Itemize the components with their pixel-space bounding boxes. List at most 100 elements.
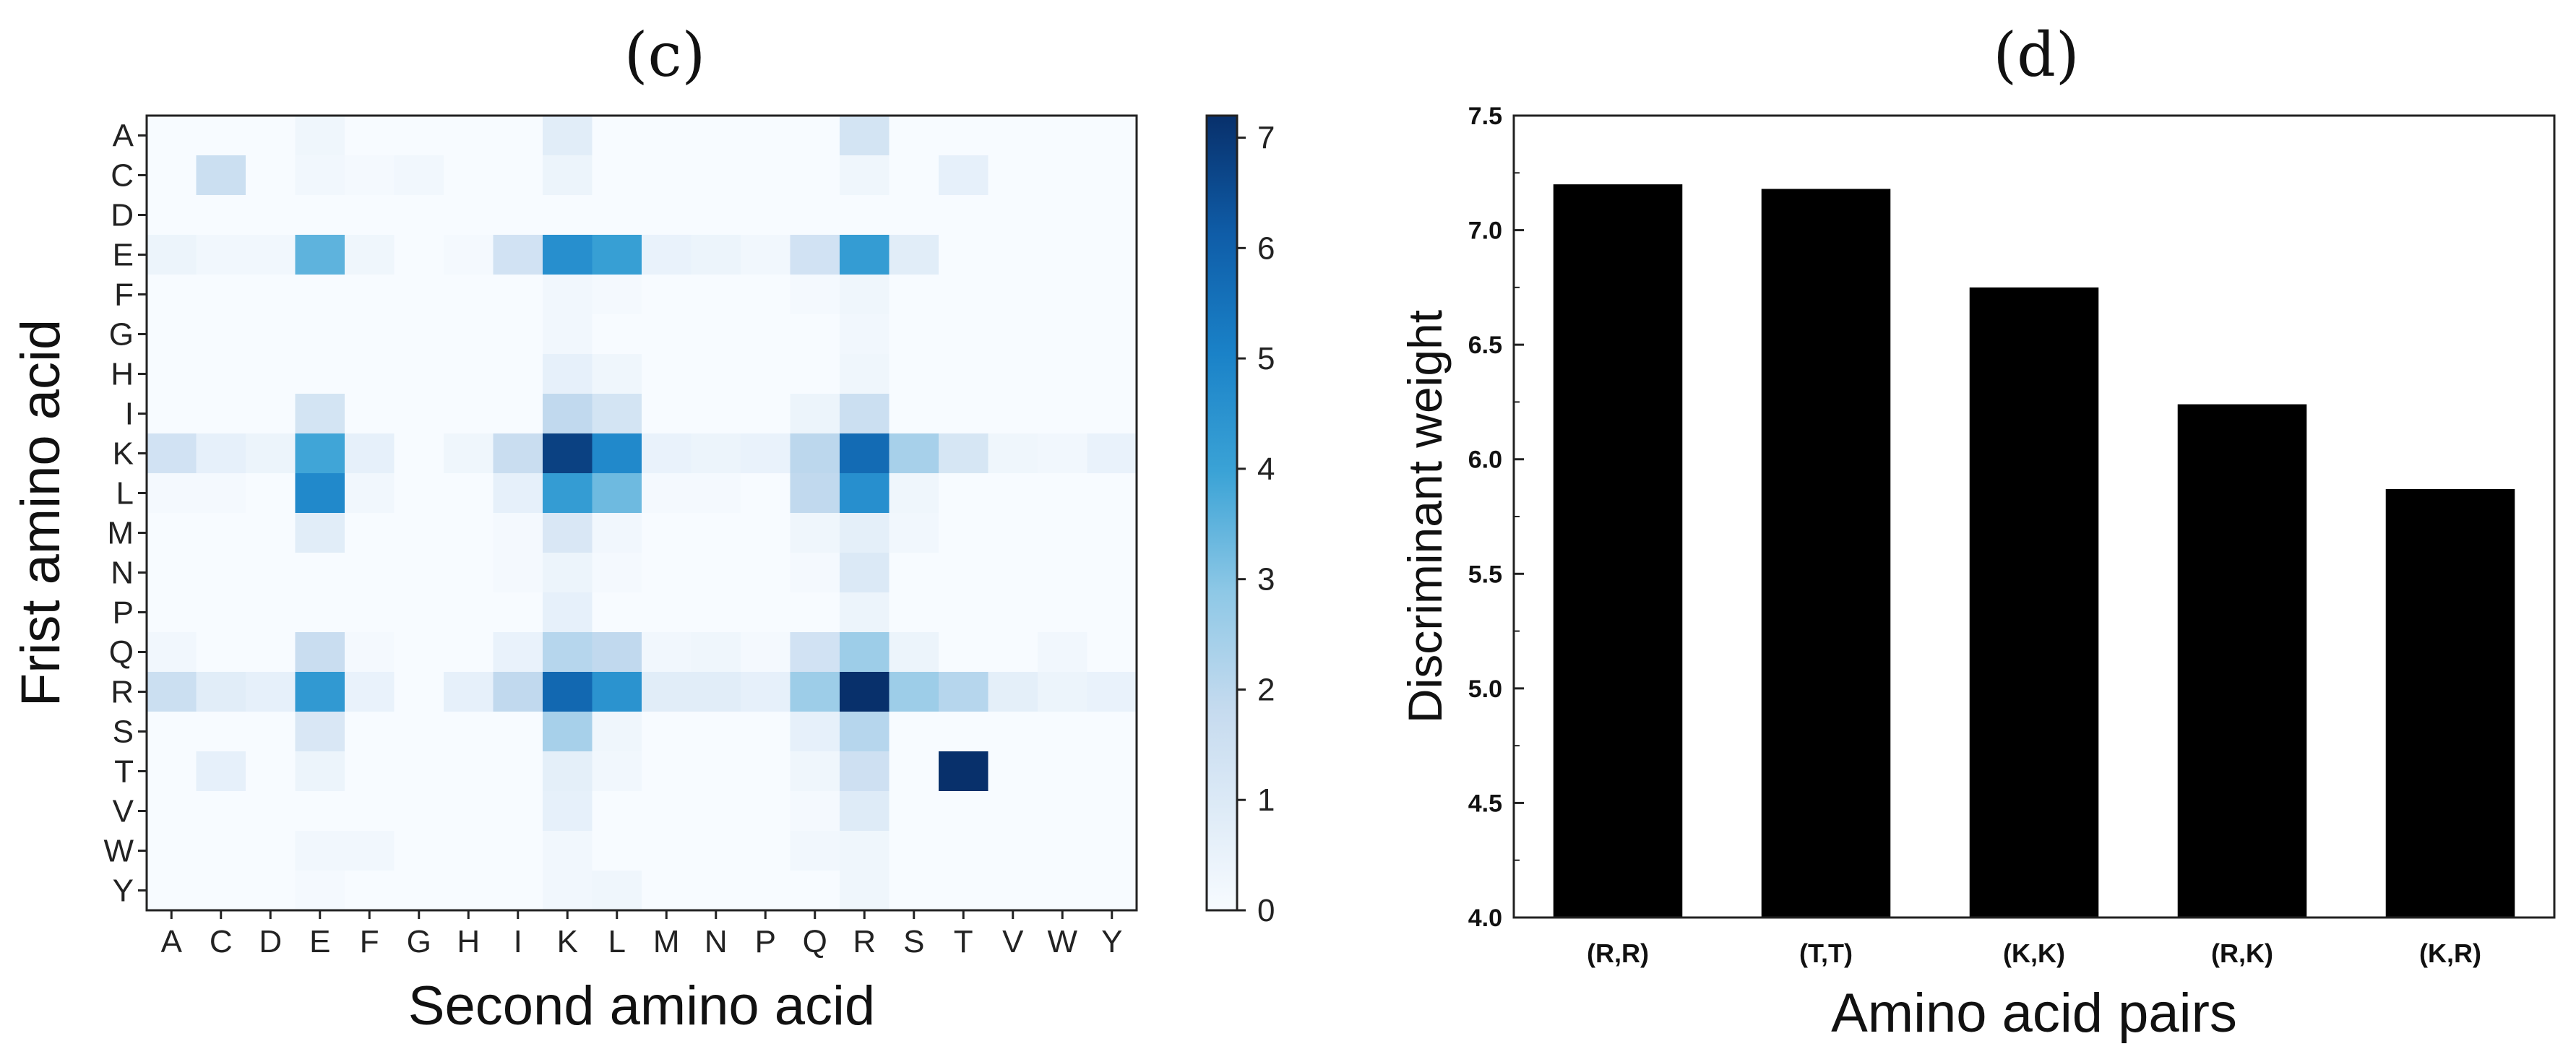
heatmap-y-tick-label: R (111, 675, 134, 710)
bar-x-axis-label: Amino acid pairs (1831, 983, 2237, 1044)
heatmap-cell (345, 394, 395, 434)
heatmap-cell (741, 632, 791, 673)
heatmap-cell (889, 553, 939, 593)
heatmap-cell (493, 871, 543, 911)
heatmap-cell (741, 235, 791, 275)
heatmap-cell (790, 195, 840, 236)
heatmap-cell (988, 672, 1038, 712)
heatmap-cell (493, 235, 543, 275)
heatmap-cell (196, 235, 246, 275)
heatmap-cell (741, 195, 791, 236)
heatmap-cell (1038, 632, 1088, 673)
heatmap-cell (790, 433, 840, 474)
heatmap-cell (840, 712, 890, 752)
heatmap-cell (939, 195, 989, 236)
heatmap-cell (642, 235, 692, 275)
heatmap-cell (444, 791, 494, 832)
heatmap-cell (246, 473, 296, 514)
heatmap-cell (543, 632, 593, 673)
heatmap-cell (147, 195, 197, 236)
heatmap-cell (295, 473, 345, 514)
heatmap-cell (889, 791, 939, 832)
heatmap-cell (394, 473, 444, 514)
heatmap-cell (444, 433, 494, 474)
heatmap-y-tick-label: G (109, 317, 134, 353)
heatmap-y-tick-label: I (125, 397, 134, 432)
heatmap-x-tick-label: C (210, 924, 233, 959)
heatmap-cell (196, 871, 246, 911)
heatmap-cell (295, 553, 345, 593)
heatmap-cell (246, 592, 296, 633)
heatmap-frame (145, 114, 1138, 912)
heatmap-cell (642, 195, 692, 236)
heatmap-cell (988, 433, 1038, 474)
heatmap-cell (295, 672, 345, 712)
heatmap-cell (196, 751, 246, 792)
heatmap-x-tick-label: G (407, 924, 431, 959)
heatmap-cell (790, 592, 840, 633)
heatmap-cell (1038, 592, 1088, 633)
heatmap-cell (1087, 871, 1137, 911)
heatmap-cell (444, 235, 494, 275)
heatmap-cell (543, 275, 593, 315)
heatmap-cell (246, 354, 296, 394)
heatmap-cell (246, 275, 296, 315)
heatmap-cell (1038, 354, 1088, 394)
heatmap-cell (345, 314, 395, 355)
heatmap-cell (246, 553, 296, 593)
heatmap-cell (196, 314, 246, 355)
heatmap-cell (988, 235, 1038, 275)
heatmap-cell (345, 155, 395, 196)
heatmap-cell (493, 473, 543, 514)
heatmap-cell (790, 751, 840, 792)
heatmap-cell (1038, 831, 1088, 871)
heatmap-y-tick-label: D (111, 198, 134, 233)
heatmap-cell (295, 314, 345, 355)
heatmap-x-tick-label: K (557, 924, 578, 959)
heatmap-cell (790, 871, 840, 911)
heatmap-cell (642, 632, 692, 673)
heatmap-cell (691, 275, 741, 315)
heatmap-cell (592, 235, 642, 275)
heatmap-cell (691, 712, 741, 752)
heatmap-cell (543, 354, 593, 394)
heatmap-cell (196, 712, 246, 752)
heatmap-cell (642, 314, 692, 355)
heatmap-x-tick-label: H (457, 924, 480, 959)
heatmap-cell (1038, 751, 1088, 792)
heatmap-cell (939, 592, 989, 633)
bar-y-tick-label: 5.0 (1468, 675, 1502, 703)
heatmap-cell (345, 791, 395, 832)
heatmap-cell (889, 751, 939, 792)
heatmap-cell (1087, 473, 1137, 514)
heatmap-cell (1087, 235, 1137, 275)
heatmap-cell (741, 155, 791, 196)
heatmap-cell (345, 632, 395, 673)
heatmap-cell (1087, 751, 1137, 792)
heatmap-cell (939, 632, 989, 673)
heatmap-cell (196, 433, 246, 474)
heatmap-cell (345, 712, 395, 752)
heatmap-cell (394, 394, 444, 434)
heatmap-cell (295, 155, 345, 196)
heatmap-cell (642, 155, 692, 196)
heatmap-cell (295, 751, 345, 792)
heatmap-cell (394, 632, 444, 673)
heatmap-x-tick-label: R (853, 924, 876, 959)
heatmap-cell (790, 275, 840, 315)
heatmap-x-tick-label: M (653, 924, 680, 959)
heatmap-cell (1087, 394, 1137, 434)
heatmap-x-tick-label: I (514, 924, 522, 959)
heatmap-cell (988, 592, 1038, 633)
bar-y-axis-label: Discriminant weight (1398, 310, 1452, 723)
heatmap-cell (147, 632, 197, 673)
heatmap-cell (939, 235, 989, 275)
heatmap-cell (196, 553, 246, 593)
heatmap-cell (840, 831, 890, 871)
heatmap-cell (939, 433, 989, 474)
heatmap-cell (592, 195, 642, 236)
heatmap-cell (493, 632, 543, 673)
heatmap-cell (543, 394, 593, 434)
heatmap-cell (691, 831, 741, 871)
heatmap-cell (543, 195, 593, 236)
